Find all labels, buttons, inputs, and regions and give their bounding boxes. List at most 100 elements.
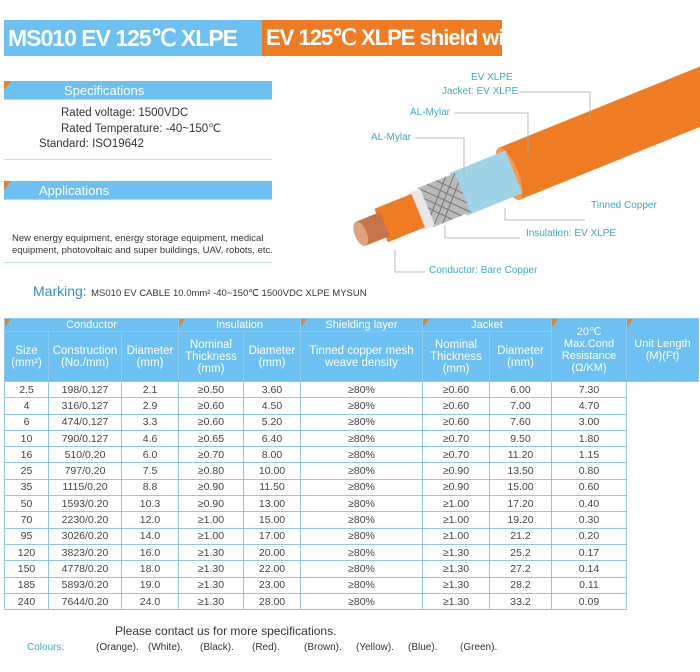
table-cell: 17.00 [243,527,301,545]
table-cell: ≥0.70 [178,446,244,464]
label-ev-xlpe: EV XLPE [471,72,513,83]
table-cell: ≥80% [300,560,423,578]
table-cell: 185 [4,576,49,594]
table-row: 240 7644/0.20 24.0 ≥1.30 28.00 ≥80% ≥1.30 33.2 0… [4,592,699,611]
table-cell: 33.2 [489,592,552,611]
table-row: 6 474/0.127 3.3 ≥0.60 5.20 ≥80% ≥0.60 7.60 3.00 [4,413,699,431]
header-resistance: 20℃ Max.Cond Resistance (Ω/KM) [551,318,627,382]
table-cell: 790/0.127 [48,429,122,448]
table-cell: 3.00 [551,413,627,431]
rated-voltage: Rated voltage: 1500VDC [61,107,189,119]
table-cell: 25.2 [489,543,552,562]
table-cell: ≥1.30 [178,592,244,611]
table-cell: ≥0.65 [178,429,244,448]
specifications-heading: Specifications [4,81,272,100]
table-cell: 1.80 [551,429,627,448]
table-cell: ≥1.00 [178,527,244,545]
table-cell: 2.5 [4,380,49,399]
table-row: 70 2230/0.20 12.0 ≥1.00 15.00 ≥80% ≥1.00 19.20 0… [4,511,699,529]
label-al-mylar-1: AL-Mylar [410,107,451,118]
unit-length-cell [626,544,699,561]
table-row: 120 3823/0.20 16.0 ≥1.30 20.00 ≥80% ≥1.30 25.2 0… [4,543,699,562]
table-row: 4 316/0.127 2.9 ≥0.60 4.50 ≥80% ≥0.60 7.00 4.70 [4,397,699,415]
table-cell: 50 [4,495,49,513]
column-header: Nominal Thickness (mm) [178,331,244,382]
table-cell: 12.0 [121,511,179,529]
column-header: Construction (No./mm) [48,331,122,382]
table-cell: 0.40 [551,495,627,513]
label-insulation: Insulation: EV XLPE [526,228,617,239]
table-cell: 4 [4,397,49,415]
unit-length-cell [626,577,699,594]
table-cell: ≥1.00 [422,495,490,513]
table-cell: 1115/0.20 [48,478,122,497]
table-cell: 20.00 [243,543,301,562]
table-cell: ≥1.00 [178,511,244,529]
table-cell: 8.8 [121,478,179,497]
table-cell: ≥80% [300,592,423,611]
applications-text: New energy equipment, energy storage equ… [12,233,273,256]
table-cell: ≥1.30 [178,543,244,562]
table-cell: 2.9 [121,397,179,415]
column-header: Tinned copper mesh weave density [300,331,423,382]
table-cell: ≥0.60 [178,397,244,415]
table-cell: ≥0.70 [422,446,490,464]
table-cell: 35 [4,478,49,497]
al-mylar-inner [407,188,435,231]
marking-value: MS010 EV CABLE 10.0mm² -40~150℃ 1500VDC … [91,288,367,299]
table-cell: 316/0.127 [48,397,122,415]
table-cell: 4778/0.20 [48,560,122,578]
group-insulation: Insulation [178,318,301,332]
header-unit-length: Unit Length (M)(Ft) [626,318,699,382]
table-cell: 1.15 [551,446,627,464]
table-cell: 21.2 [489,527,552,545]
label-conductor: Conductor: Bare Copper [429,265,538,276]
table-cell: 2230/0.20 [48,511,122,529]
table-cell: 11.50 [243,478,301,497]
table-cell: 7644/0.20 [48,592,122,611]
unit-length-cell [626,414,699,431]
label-al-mylar-2: AL-Mylar [371,132,412,143]
table-cell: 16 [4,446,49,464]
colour-option: (Blue). [408,642,438,653]
colour-option: (Black). [200,642,234,653]
table-cell: 150 [4,560,49,578]
table-cell: 28.2 [489,576,552,594]
table-cell: 0.80 [551,462,627,480]
divider [4,159,272,160]
table-cell: ≥80% [300,478,423,497]
table-cell: ≥80% [300,446,423,464]
label-jacket: Jacket: EV XLPE [442,86,519,97]
table-cell: ≥0.60 [422,397,490,415]
table-cell: 18.0 [121,560,179,578]
table-cell: ≥0.90 [178,495,244,513]
marking: Marking: MS010 EV CABLE 10.0mm² -40~150℃… [33,283,367,301]
unit-length-cell [626,560,699,578]
table-row: 95 3026/0.20 14.0 ≥1.00 17.00 ≥80% ≥1.00 21.2 0.… [4,527,699,545]
unit-length-cell [626,593,699,610]
table-cell: ≥1.30 [422,592,490,611]
colour-option: (Green). [460,642,498,653]
column-header: Nominal Thickness (mm) [422,331,490,382]
marking-label: Marking: [33,283,87,299]
table-cell: 7.30 [551,380,627,399]
unit-length-cell [626,397,699,415]
table-cell: 5893/0.20 [48,576,122,594]
table-cell: ≥1.30 [422,543,490,562]
table-cell: 25 [4,462,49,480]
table-cell: 22.00 [243,560,301,578]
table-cell: 10.00 [243,462,301,480]
table-cell: ≥80% [300,543,423,562]
table-row: 185 5893/0.20 19.0 ≥1.30 23.00 ≥80% ≥1.30 28.2 0… [4,576,699,594]
table-cell: 0.09 [551,592,627,611]
table-cell: 9.50 [489,429,552,448]
colours-list: (Orange). (White). (Black). (Red). (Brown). (… [96,642,512,654]
table-cell: ≥1.00 [422,527,490,545]
unit-length-cell [626,430,699,447]
unit-length-cell [626,446,699,463]
table-cell: 19.20 [489,511,552,529]
table-cell: 7.60 [489,413,552,431]
table-cell: 16.0 [121,543,179,562]
table-cell: ≥0.50 [178,380,244,399]
table-cell: ≥0.90 [178,478,244,497]
